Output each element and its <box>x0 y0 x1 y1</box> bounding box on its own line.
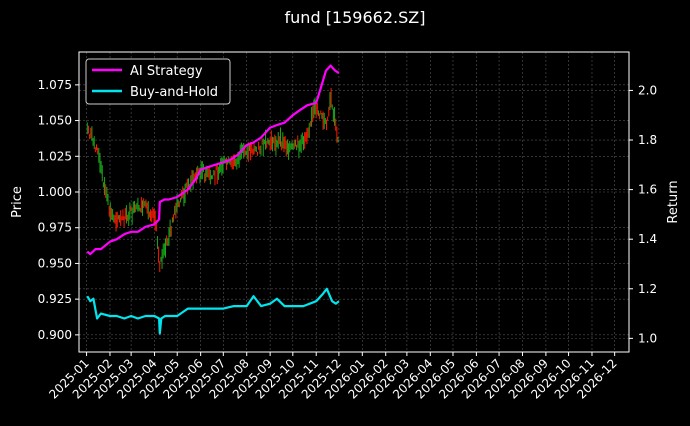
series-line-ai-strategy <box>86 64 340 256</box>
plot-frame <box>78 51 630 353</box>
y-axis-left: 0.900 0.925 0.950 0.975 1.000 1.025 1.050 1.075 <box>38 78 79 342</box>
y-axis-left-label: Price <box>10 186 25 218</box>
y-left-tick-label: 1.000 <box>38 185 72 199</box>
y-left-tick-label: 0.975 <box>38 221 72 235</box>
y-left-tick-label: 1.050 <box>38 114 72 128</box>
y-left-tick-label: 1.075 <box>38 78 72 92</box>
y-axis-right: 1.0 1.2 1.4 1.6 1.8 2.0 <box>629 83 657 345</box>
y-right-tick-label: 1.0 <box>638 331 657 345</box>
y-right-tick-label: 1.2 <box>638 282 657 296</box>
price-candles <box>86 87 339 273</box>
y-left-tick-label: 1.025 <box>38 149 72 163</box>
y-left-tick-label: 0.900 <box>38 328 72 342</box>
y-right-tick-label: 1.6 <box>638 183 657 197</box>
y-right-tick-label: 1.4 <box>638 232 657 246</box>
series-line-buy-and-hold <box>86 287 340 335</box>
y-axis-right-label: Return <box>666 180 681 223</box>
chart-title: fund [159662.SZ] <box>285 8 426 27</box>
y-left-tick-label: 0.925 <box>38 292 72 306</box>
legend-label-ai-strategy: AI Strategy <box>130 64 203 79</box>
y-right-tick-label: 1.8 <box>638 133 657 147</box>
series-lines <box>86 64 340 335</box>
y-left-tick-label: 0.950 <box>38 256 72 270</box>
x-axis: 2025-012025-022025-032025-042025-052025-… <box>46 352 620 402</box>
legend: AI Strategy Buy-and-Hold <box>85 58 231 105</box>
y-right-tick-label: 2.0 <box>638 83 657 97</box>
legend-label-buy-and-hold: Buy-and-Hold <box>130 85 218 100</box>
